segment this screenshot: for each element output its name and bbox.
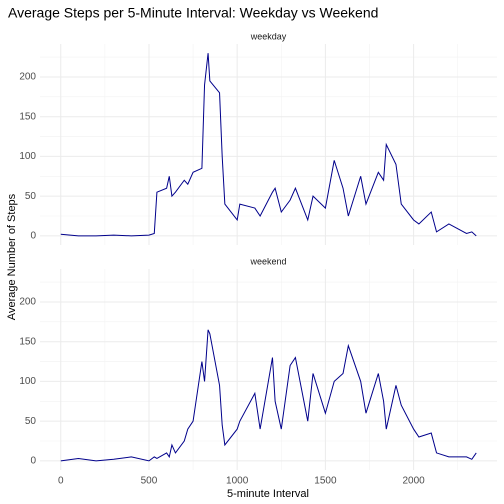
line [60, 329, 477, 462]
y-tick-label: 100 [19, 151, 36, 162]
y-tick-label: 200 [19, 72, 36, 83]
y-tick-label: 100 [19, 376, 36, 387]
y-tick-label: 0 [30, 231, 36, 242]
strip-label: weekend [249, 256, 286, 266]
x-tick-label: 1000 [226, 476, 249, 487]
x-axis-title: 5-minute Interval [227, 488, 309, 500]
y-tick-label: 0 [30, 456, 36, 467]
x-tick-label: 1500 [314, 476, 337, 487]
y-tick-label: 150 [19, 336, 36, 347]
x-tick-label: 0 [58, 476, 64, 487]
line [60, 53, 477, 237]
x-tick-label: 2000 [402, 476, 425, 487]
y-tick-label: 50 [25, 191, 37, 202]
y-tick-label: 200 [19, 297, 36, 308]
strip-label: weekday [250, 31, 287, 41]
y-axis-title: Average Number of Steps [6, 193, 18, 320]
y-tick-label: 50 [25, 416, 37, 427]
chart-title: Average Steps per 5-Minute Interval: Wee… [8, 5, 378, 21]
y-tick-label: 150 [19, 111, 36, 122]
x-tick-label: 500 [141, 476, 158, 487]
